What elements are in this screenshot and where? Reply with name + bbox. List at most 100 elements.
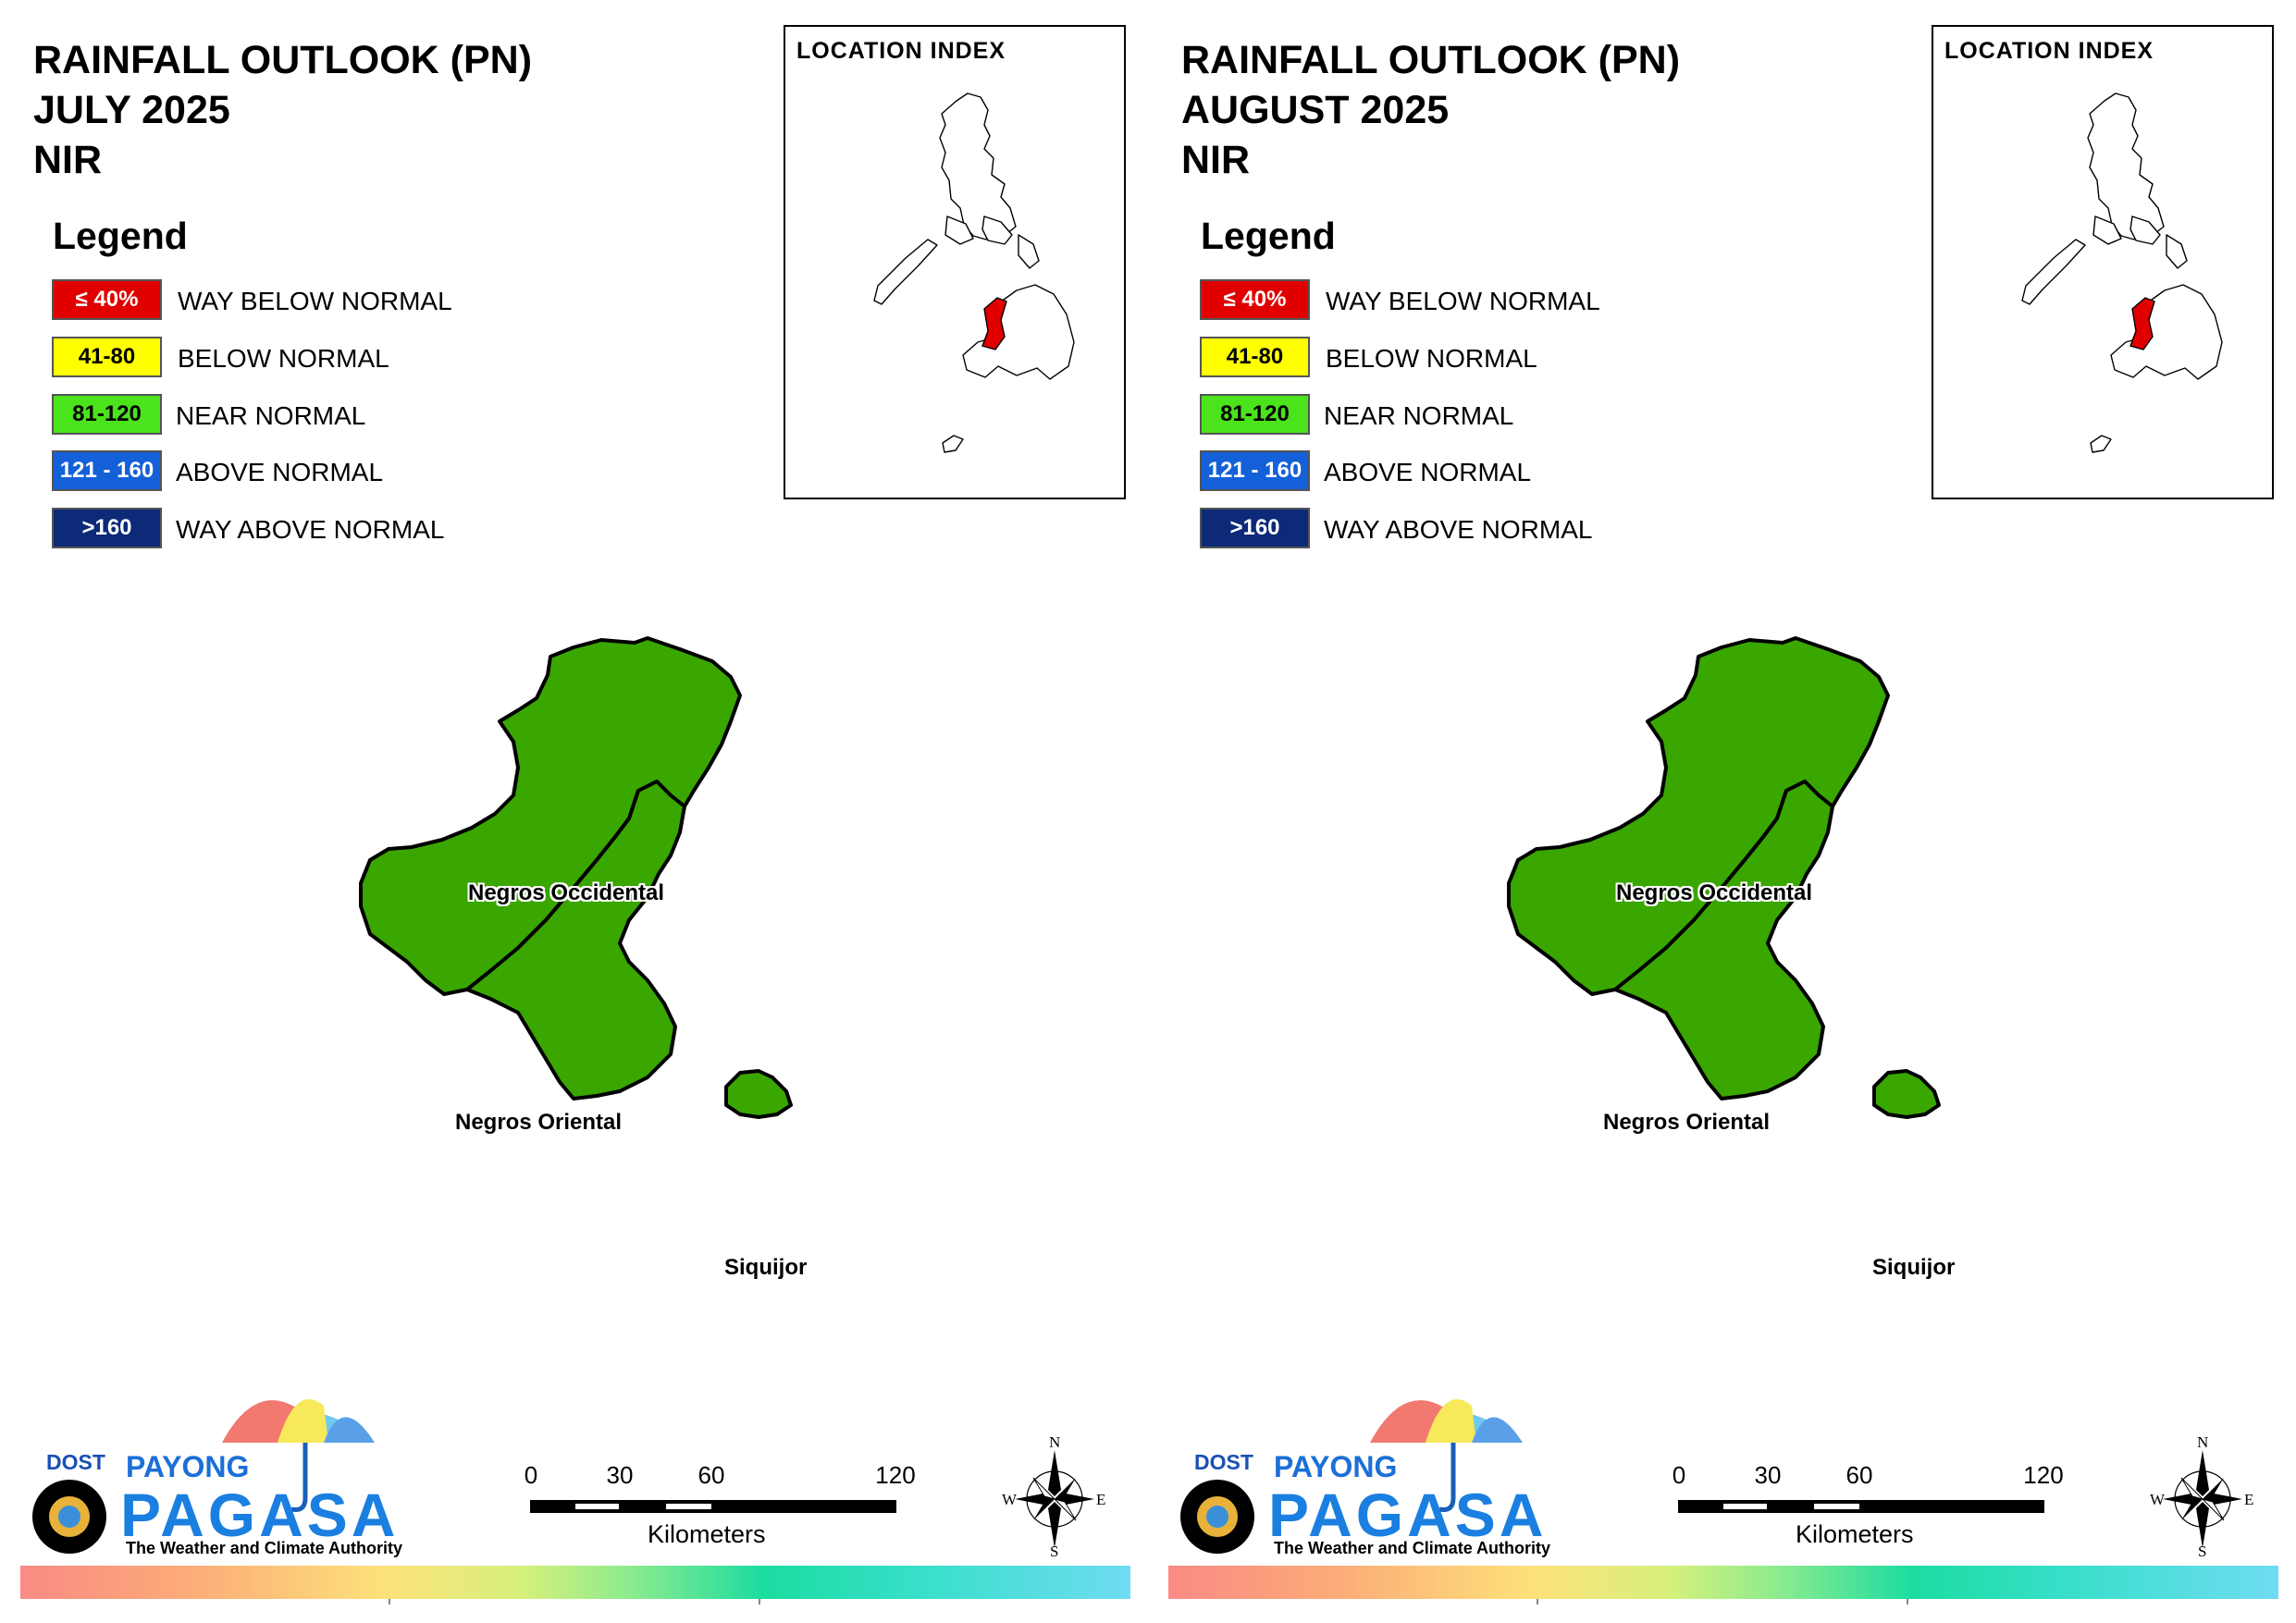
pagasa-text: PAGASA bbox=[1268, 1481, 1548, 1549]
location-index-inset: LOCATION INDEX bbox=[784, 25, 1126, 499]
dost-text: DOST bbox=[46, 1450, 105, 1474]
legend-swatch: ≤ 40% bbox=[1200, 279, 1310, 320]
compass-e: E bbox=[2244, 1491, 2254, 1508]
label-siquijor: Siquijor bbox=[1872, 1255, 1956, 1280]
palawan-shape bbox=[2021, 239, 2086, 305]
label-negros-oriental: Negros Oriental bbox=[1603, 1110, 1771, 1135]
compass-n: N bbox=[1049, 1433, 1061, 1451]
legend-swatch: 41-80 bbox=[52, 337, 162, 377]
legend-label: NEAR NORMAL bbox=[1324, 401, 1514, 430]
samar-shape bbox=[981, 215, 1013, 245]
outlook-panel-july: RAINFALL OUTLOOK (PN) JULY 2025 NIR Lege… bbox=[0, 25, 1148, 1605]
title-line-1: RAINFALL OUTLOOK (PN) bbox=[1181, 38, 1681, 82]
legend-label: BELOW NORMAL bbox=[178, 344, 389, 373]
title-line-3: NIR bbox=[33, 138, 103, 182]
compass-rose: N E S W bbox=[1002, 1433, 1106, 1560]
payong-text: PAYONG bbox=[126, 1450, 250, 1483]
province-negros-occidental bbox=[1507, 636, 1890, 996]
region-map: Negros Occidental Negros Oriental Siquij… bbox=[0, 592, 1148, 1332]
umbrella-icon bbox=[1180, 1399, 1523, 1554]
visayas-shape-1 bbox=[2092, 215, 2122, 245]
compass-s: S bbox=[2198, 1543, 2207, 1560]
scale-bar-graphic bbox=[1678, 1500, 2044, 1513]
title-line-2: AUGUST 2025 bbox=[1181, 88, 1450, 132]
payong-pagasa-logo: DOST PAYONG PAGASA The Weather and Clima… bbox=[1176, 1387, 1550, 1572]
scale-tick-label: 30 bbox=[1754, 1461, 1782, 1489]
label-negros-occidental: Negros Occidental bbox=[468, 880, 665, 905]
nir-map-svg bbox=[359, 636, 793, 1119]
legend-label: ABOVE NORMAL bbox=[176, 458, 384, 486]
legend-label: BELOW NORMAL bbox=[1326, 344, 1537, 373]
compass-icon bbox=[2163, 1450, 2242, 1548]
compass-w: W bbox=[2150, 1491, 2166, 1508]
label-negros-occidental: Negros Occidental bbox=[1616, 880, 1813, 905]
legend-swatch: 41-80 bbox=[1200, 337, 1310, 377]
footer-gradient-bar bbox=[1168, 1566, 2278, 1599]
mindanao-shape bbox=[962, 284, 1075, 380]
pagasa-text: PAGASA bbox=[120, 1481, 400, 1549]
label-negros-oriental: Negros Oriental bbox=[455, 1110, 623, 1135]
scale-tick-label: 120 bbox=[875, 1461, 916, 1489]
legend-swatch: 81-120 bbox=[1200, 394, 1310, 435]
footer-gradient-bar bbox=[20, 1566, 1130, 1599]
legend-swatch: >160 bbox=[1200, 508, 1310, 548]
scale-bar: 0 30 60 120 Kilometers bbox=[1673, 1461, 2066, 1563]
title-line-2: JULY 2025 bbox=[33, 88, 230, 132]
compass-e: E bbox=[1096, 1491, 1106, 1508]
scale-tick-label: 60 bbox=[1845, 1461, 1873, 1489]
footer-tick bbox=[1537, 1599, 1538, 1605]
legend-swatch: ≤ 40% bbox=[52, 279, 162, 320]
legend-title: Legend bbox=[1201, 215, 1336, 257]
scale-bar-graphic bbox=[530, 1500, 896, 1513]
outlook-panel-august: RAINFALL OUTLOOK (PN) AUGUST 2025 NIR Le… bbox=[1148, 0, 2296, 1623]
legend-label: ABOVE NORMAL bbox=[1324, 458, 1532, 486]
mindanao-shape bbox=[2110, 284, 2223, 380]
legend-swatch: >160 bbox=[52, 508, 162, 548]
samar-shape bbox=[2129, 215, 2161, 245]
legend-swatch: 121 - 160 bbox=[1200, 450, 1310, 491]
legend-label: WAY BELOW NORMAL bbox=[178, 287, 452, 315]
footer-tick bbox=[389, 1599, 390, 1605]
nir-highlight bbox=[2129, 297, 2155, 350]
province-negros-oriental bbox=[1613, 780, 1834, 1100]
dost-text: DOST bbox=[1194, 1450, 1253, 1474]
province-negros-oriental bbox=[465, 780, 686, 1100]
location-index-title: LOCATION INDEX bbox=[1944, 38, 2154, 64]
scale-tick-label: 30 bbox=[606, 1461, 634, 1489]
legend-label: WAY ABOVE NORMAL bbox=[176, 515, 445, 544]
province-negros-occidental bbox=[359, 636, 742, 996]
province-siquijor bbox=[1872, 1069, 1941, 1119]
visayas-shape-2 bbox=[1018, 234, 1040, 269]
map-title: RAINFALL OUTLOOK (PN) JULY 2025 NIR bbox=[33, 35, 532, 185]
compass-icon bbox=[1015, 1450, 1094, 1548]
tagline-text: The Weather and Climate Authority bbox=[1274, 1539, 1551, 1557]
umbrella-icon bbox=[32, 1399, 375, 1554]
province-siquijor bbox=[724, 1069, 793, 1119]
tagline-text: The Weather and Climate Authority bbox=[126, 1539, 403, 1557]
nir-highlight bbox=[981, 297, 1007, 350]
scale-tick-label: 0 bbox=[524, 1461, 538, 1489]
map-title: RAINFALL OUTLOOK (PN) AUGUST 2025 NIR bbox=[1181, 35, 1680, 185]
compass-w: W bbox=[1002, 1491, 1018, 1508]
compass-s: S bbox=[1050, 1543, 1059, 1560]
legend-label: WAY ABOVE NORMAL bbox=[1324, 515, 1593, 544]
philippines-outline-map bbox=[2021, 92, 2223, 453]
scale-unit: Kilometers bbox=[648, 1520, 766, 1548]
location-index-title: LOCATION INDEX bbox=[796, 38, 1006, 64]
legend-swatch: 81-120 bbox=[52, 394, 162, 435]
visayas-shape-2 bbox=[2166, 234, 2188, 269]
payong-text: PAYONG bbox=[1274, 1450, 1398, 1483]
footer-tick bbox=[1907, 1599, 1908, 1605]
palawan-shape bbox=[873, 239, 938, 305]
visayas-shape-1 bbox=[944, 215, 974, 245]
legend-swatch: 121 - 160 bbox=[52, 450, 162, 491]
compass-rose: N E S W bbox=[2150, 1433, 2254, 1560]
nir-map-svg bbox=[1507, 636, 1941, 1119]
title-line-1: RAINFALL OUTLOOK (PN) bbox=[33, 38, 533, 82]
footer-tick bbox=[759, 1599, 760, 1605]
label-siquijor: Siquijor bbox=[724, 1255, 808, 1280]
sulu-shape bbox=[2090, 435, 2112, 453]
scale-unit: Kilometers bbox=[1796, 1520, 1914, 1548]
legend-title: Legend bbox=[53, 215, 188, 257]
scale-tick-label: 120 bbox=[2023, 1461, 2064, 1489]
